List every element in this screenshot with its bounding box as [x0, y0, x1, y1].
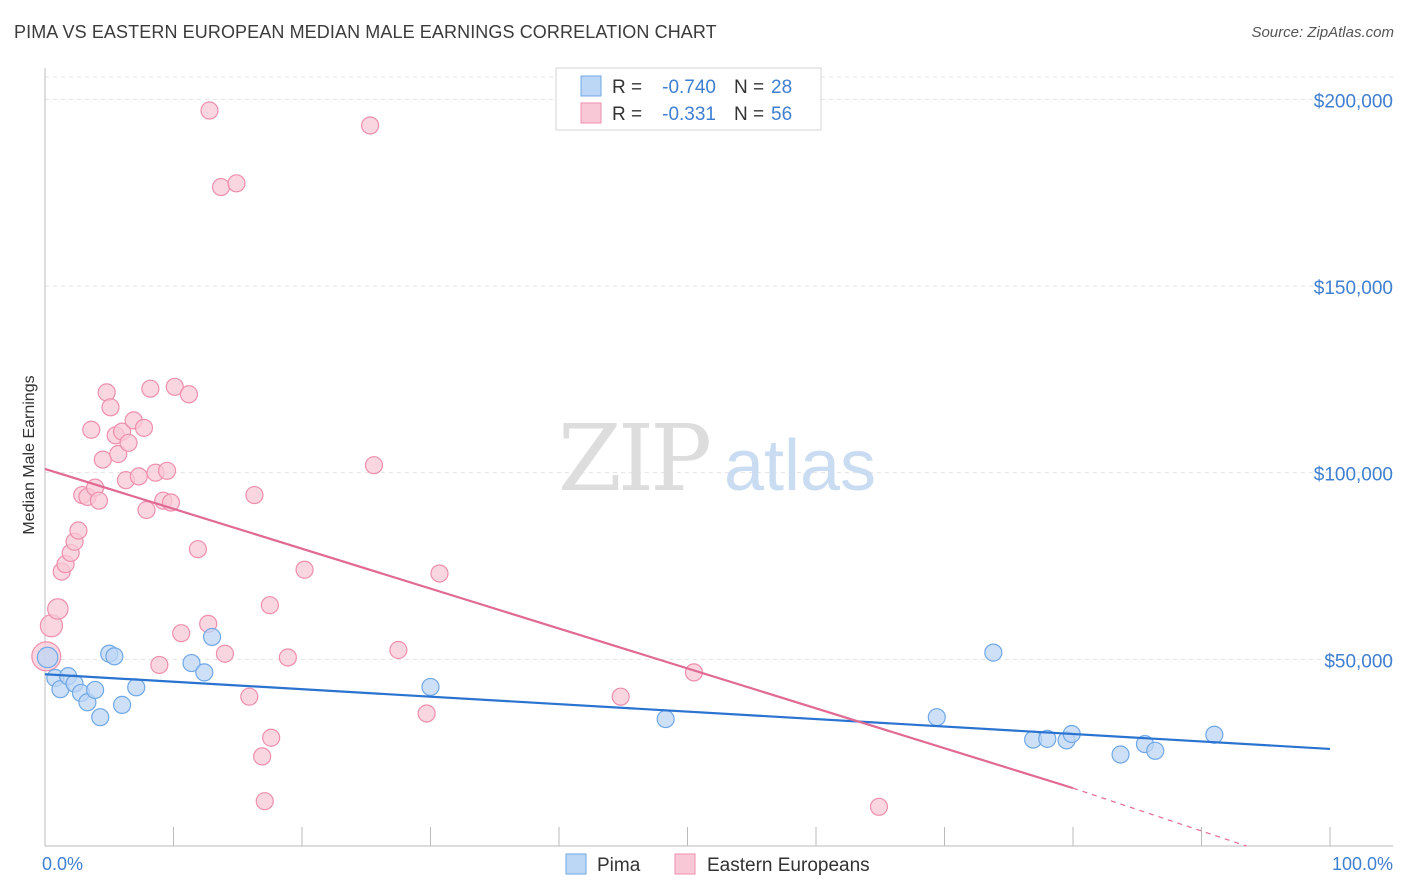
eastern-point	[389, 640, 408, 660]
eastern-point	[109, 444, 128, 464]
eastern-point	[47, 598, 69, 620]
eastern-point	[262, 728, 281, 747]
eastern-point	[89, 491, 109, 510]
legend-n-label: N =	[734, 104, 764, 125]
eastern-point	[157, 461, 177, 480]
pima-point	[927, 708, 946, 727]
pima-point	[984, 643, 1003, 662]
bottom-legend-swatch	[565, 853, 587, 875]
y-tick-labels: $50,000 $100,000 $150,000 $200,000	[1314, 91, 1393, 672]
eastern-point	[101, 398, 120, 417]
pima-point	[36, 646, 59, 669]
eastern-point	[137, 500, 156, 520]
eastern-point	[134, 418, 154, 437]
bottom-legend-label: Pima	[597, 855, 641, 876]
pima-point	[86, 680, 105, 700]
eastern-point	[172, 624, 191, 643]
eastern-point	[200, 101, 219, 120]
eastern-point	[97, 383, 116, 402]
x-tick-labels: 0.0% 100.0%	[42, 854, 1393, 874]
eastern-point	[141, 379, 160, 398]
x-tick-label-max: 100.0%	[1332, 854, 1393, 874]
legend-n-label: N =	[734, 77, 764, 98]
y-tick-label: $150,000	[1314, 278, 1393, 299]
eastern-point	[69, 521, 88, 540]
source-label: Source: ZipAtlas.com	[1251, 24, 1394, 41]
eastern-point	[188, 540, 208, 559]
legend-box: R = -0.740 N = 28 R = -0.331 N = 56	[555, 67, 822, 131]
pima-trend-line	[44, 673, 1331, 751]
pima-point	[127, 678, 146, 697]
eastern-point	[179, 385, 199, 404]
pima-point	[91, 708, 110, 727]
legend-r-value: -0.331	[662, 104, 716, 125]
legend-r-value: -0.740	[662, 77, 716, 98]
y-tick-label: $50,000	[1324, 651, 1393, 672]
eastern-point	[211, 177, 231, 197]
eastern-point	[93, 450, 112, 469]
legend-n-value: 28	[771, 77, 792, 98]
eastern-trend-line	[44, 467, 1074, 790]
eastern-point	[245, 485, 264, 505]
eastern-point	[417, 704, 436, 723]
eastern-point	[215, 644, 234, 663]
x-tick-label-min: 0.0%	[42, 854, 83, 874]
eastern-point	[260, 596, 279, 615]
gridlines	[45, 76, 1393, 660]
pima-point	[112, 695, 132, 714]
legend-swatch	[580, 75, 602, 97]
watermark: ZIP atlas	[558, 405, 876, 512]
eastern-point	[364, 456, 384, 475]
trend-lines	[44, 467, 1331, 847]
pima-point	[1111, 745, 1130, 764]
watermark-atlas: atlas	[724, 426, 876, 506]
bottom-legend-label: Eastern Europeans	[707, 855, 870, 876]
pima-point	[195, 663, 214, 682]
bottom-legend-swatch	[674, 853, 696, 875]
pima-point	[1038, 729, 1057, 748]
legend-r-label: R =	[612, 104, 642, 125]
chart-title: PIMA VS EASTERN EUROPEAN MEDIAN MALE EAR…	[14, 22, 717, 42]
eastern-point	[253, 747, 272, 766]
y-tick-label: $100,000	[1314, 465, 1393, 486]
pima-point	[421, 677, 440, 697]
pima-point	[202, 627, 222, 647]
watermark-zip: ZIP	[558, 405, 709, 512]
pima-point	[1146, 741, 1165, 760]
axes	[44, 68, 1393, 847]
bottom-legend: Pima Eastern Europeans	[565, 853, 870, 876]
eastern-point	[869, 797, 889, 816]
eastern-point	[240, 687, 259, 706]
eastern-point	[611, 687, 630, 706]
eastern-point	[165, 377, 184, 396]
eastern-point	[278, 648, 297, 667]
legend-n-value: 56	[771, 104, 792, 125]
eastern-point	[361, 116, 380, 135]
eastern-point	[227, 174, 246, 193]
eastern-point	[295, 560, 314, 579]
y-tick-label: $200,000	[1314, 91, 1393, 112]
eastern-point	[119, 433, 138, 452]
pima-point	[1205, 725, 1224, 744]
pima-point	[105, 647, 124, 666]
eastern-point	[255, 792, 274, 811]
legend-r-label: R =	[612, 77, 642, 98]
eastern-point	[150, 655, 169, 675]
legend-swatch	[580, 102, 602, 124]
eastern-point	[430, 564, 449, 583]
eastern-point	[82, 420, 101, 439]
pima-point	[182, 653, 201, 673]
eastern-point	[129, 467, 148, 486]
pima-point	[656, 709, 675, 729]
eastern-trend-extension	[1072, 787, 1247, 847]
